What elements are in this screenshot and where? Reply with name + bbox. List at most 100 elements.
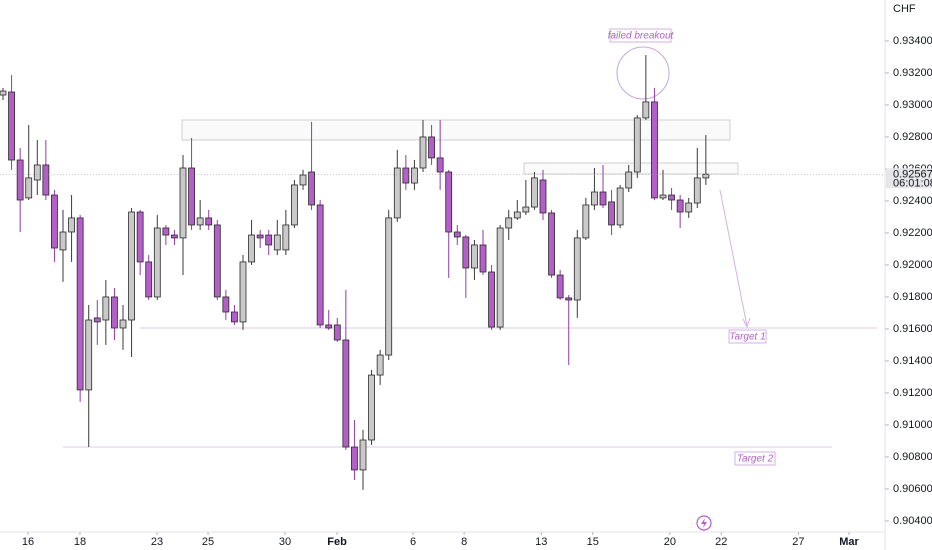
annotation-box bbox=[734, 451, 776, 466]
candle-body bbox=[59, 231, 67, 251]
x-tick-label: 25 bbox=[202, 536, 214, 548]
candle-body bbox=[231, 311, 238, 323]
candle-body bbox=[582, 204, 590, 239]
annotation: failed breakout bbox=[608, 31, 675, 42]
x-tick-label: 8 bbox=[461, 536, 467, 548]
candle-body bbox=[213, 224, 221, 298]
candle-body bbox=[51, 194, 58, 249]
x-tick-label: Mar bbox=[839, 536, 859, 548]
candle-body bbox=[76, 217, 84, 391]
x-tick-label: 13 bbox=[535, 536, 547, 548]
candle-body bbox=[471, 244, 478, 269]
candle-body bbox=[25, 177, 33, 199]
candle-body bbox=[102, 296, 110, 321]
candle-body bbox=[488, 271, 495, 328]
candle-body bbox=[496, 227, 504, 328]
candle-body bbox=[625, 171, 633, 189]
candle-body bbox=[162, 227, 170, 236]
y-tick-label: 0.93200 bbox=[893, 67, 932, 79]
y-tick-label: 0.92200 bbox=[893, 227, 932, 239]
x-tick-label: 16 bbox=[22, 536, 34, 548]
candle-body bbox=[642, 101, 650, 119]
axis-label: CHF bbox=[893, 3, 916, 15]
candle-body bbox=[359, 439, 367, 471]
candle-body bbox=[188, 167, 195, 226]
y-tick-label: 0.92000 bbox=[893, 259, 932, 271]
candle-body bbox=[479, 244, 487, 273]
candle-body bbox=[599, 191, 607, 206]
candle-body bbox=[16, 159, 24, 201]
annotation: Target 1 bbox=[729, 332, 765, 343]
y-tick-label: 0.91800 bbox=[893, 291, 932, 303]
candle-body bbox=[676, 199, 684, 213]
candle-body bbox=[411, 167, 418, 184]
candle-body bbox=[282, 224, 290, 251]
candle-body bbox=[453, 231, 461, 238]
candle-body bbox=[316, 204, 324, 326]
breakout-circle bbox=[616, 46, 670, 100]
candle-body bbox=[419, 136, 427, 169]
y-tick-label: 0.91000 bbox=[893, 419, 932, 431]
candle-body bbox=[351, 446, 358, 471]
candle-body bbox=[256, 234, 264, 239]
candle-body bbox=[462, 236, 470, 269]
countdown-label: 06:01:08 bbox=[893, 178, 932, 190]
candle-body bbox=[436, 157, 444, 173]
candle-body bbox=[0, 90, 7, 96]
candle-body bbox=[633, 117, 641, 173]
y-tick-label: 0.91200 bbox=[893, 387, 932, 399]
candle-body bbox=[205, 217, 213, 226]
candle-body bbox=[556, 274, 564, 299]
candle-body bbox=[385, 217, 393, 356]
candle-body bbox=[565, 297, 573, 301]
candle-body bbox=[659, 194, 667, 199]
candle-body bbox=[248, 234, 255, 263]
candles bbox=[0, 55, 710, 490]
candle-body bbox=[651, 101, 658, 199]
candle-body bbox=[42, 164, 50, 196]
candle-body bbox=[308, 171, 315, 206]
x-tick-label: 6 bbox=[410, 536, 416, 548]
candle-body bbox=[531, 177, 538, 208]
candle-body bbox=[522, 206, 530, 213]
x-tick-label: Feb bbox=[327, 536, 347, 548]
candle-body bbox=[93, 317, 101, 323]
axes: 0.934000.932000.930000.928000.926000.924… bbox=[0, 35, 932, 548]
annotation-box bbox=[609, 28, 672, 43]
alert-bolt bbox=[701, 518, 707, 528]
candle-body bbox=[325, 324, 333, 329]
candle-body bbox=[376, 354, 384, 376]
candle-body bbox=[548, 212, 555, 276]
candle-body bbox=[333, 324, 341, 341]
candle-body bbox=[505, 217, 513, 229]
candle-body bbox=[342, 339, 350, 448]
y-tick-label: 0.91400 bbox=[893, 355, 932, 367]
candle-body bbox=[368, 374, 375, 441]
candle-body bbox=[33, 164, 41, 181]
x-tick-label: 15 bbox=[587, 536, 599, 548]
candle-body bbox=[402, 167, 410, 184]
candle-body bbox=[693, 177, 701, 204]
candle-body bbox=[179, 167, 187, 239]
candle-body bbox=[539, 179, 547, 214]
target-arrow-head bbox=[742, 317, 751, 329]
x-tick-label: 30 bbox=[279, 536, 291, 548]
candle-body bbox=[239, 261, 247, 323]
candle-body bbox=[196, 217, 204, 226]
candle-body bbox=[273, 234, 281, 251]
candle-body bbox=[608, 201, 615, 226]
y-tick-label: 0.90800 bbox=[893, 451, 932, 463]
candle-body bbox=[393, 167, 401, 219]
candle-body bbox=[145, 261, 153, 298]
x-tick-label: 18 bbox=[74, 536, 86, 548]
candle-body bbox=[685, 202, 693, 213]
candle-body bbox=[445, 171, 453, 233]
candle-body bbox=[171, 234, 178, 239]
x-tick-label: 27 bbox=[792, 536, 804, 548]
x-tick-label: 20 bbox=[664, 536, 676, 548]
y-tick-label: 0.93400 bbox=[893, 35, 932, 47]
candle-body bbox=[136, 211, 144, 263]
candle-body bbox=[128, 211, 135, 321]
y-tick-label: 0.93000 bbox=[893, 99, 932, 111]
